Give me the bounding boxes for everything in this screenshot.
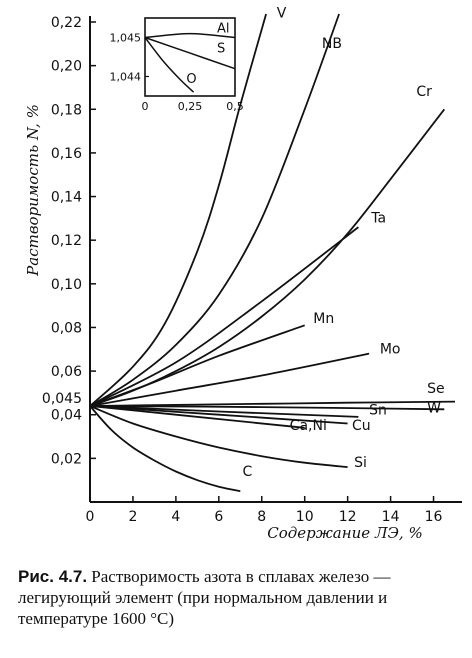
curve-label-v: V bbox=[277, 6, 287, 22]
x-tick-label: 0 bbox=[86, 509, 95, 525]
inset-label-s: S bbox=[217, 41, 225, 56]
curve-label-c: C bbox=[242, 464, 252, 480]
curve-se bbox=[89, 400, 456, 407]
curves bbox=[89, 13, 456, 492]
x-tick-label: 4 bbox=[171, 509, 180, 525]
x-axis-title: Содержание ЛЭ, % bbox=[267, 524, 422, 542]
inset-x-tick-label: 0 bbox=[142, 100, 149, 113]
curve-cu bbox=[89, 405, 348, 425]
curve-label-cr: Cr bbox=[416, 84, 432, 100]
y-tick-label: 0,16 bbox=[51, 146, 82, 162]
inset-x-tick-label: 0,25 bbox=[178, 100, 203, 113]
y-ticks: 0,02 0,04 0,06 0,08 0,10 0,12 0,14 0,16 0,18 0,20… bbox=[42, 15, 96, 467]
x-tick-label: 10 bbox=[296, 509, 314, 525]
y-tick-label: 0,04 bbox=[51, 408, 82, 424]
inset-curves bbox=[144, 32, 236, 93]
x-ticks: 0 2 4 6 8 10 12 14 16 bbox=[86, 496, 443, 525]
curve-label-ca-ni: Ca,Ni bbox=[290, 418, 327, 434]
curve-label-sn: Sn bbox=[369, 403, 387, 419]
inset-label-o: O bbox=[186, 72, 196, 87]
inset-ticks: 0 0,25 0,5 1,044 1,045 bbox=[110, 32, 244, 114]
curve-nb bbox=[89, 13, 340, 407]
x-tick-label: 2 bbox=[128, 509, 137, 525]
y-axis-title: Растворимость N, % bbox=[24, 104, 42, 277]
y-tick-label: 0,14 bbox=[51, 190, 82, 206]
inset-curve-o bbox=[144, 37, 195, 93]
chart-figure: 0,02 0,04 0,06 0,08 0,10 0,12 0,14 0,16 0,18 0,20… bbox=[24, 6, 462, 542]
curve-mo bbox=[89, 352, 370, 407]
inset-x-tick-label: 0,5 bbox=[226, 100, 244, 113]
curve-w bbox=[89, 405, 445, 411]
inset-labels: Al S O bbox=[186, 21, 229, 87]
y-tick-label: 0,20 bbox=[51, 59, 82, 75]
curve-v bbox=[89, 13, 267, 407]
curve-ca-ni bbox=[89, 405, 305, 429]
curve-label-w: W bbox=[427, 401, 441, 417]
x-tick-label: 6 bbox=[214, 509, 223, 525]
curve-label-mo: Mo bbox=[380, 342, 401, 358]
curve-ta bbox=[89, 226, 359, 407]
inset-chart: 0 0,25 0,5 1,044 1,045 Al S O bbox=[110, 17, 244, 114]
curve-cr bbox=[89, 108, 446, 407]
inset-curve-al bbox=[144, 32, 236, 39]
inset-curve-s bbox=[144, 36, 236, 70]
curve-label-se: Se bbox=[427, 381, 445, 397]
inset-label-al: Al bbox=[217, 21, 230, 36]
y-tick-label: 0,06 bbox=[51, 364, 82, 380]
x-tick-label: 16 bbox=[425, 509, 443, 525]
y-tick-label: 0,18 bbox=[51, 102, 82, 118]
y-tick-label: 0,10 bbox=[51, 277, 82, 293]
y-tick-label: 0,22 bbox=[51, 15, 82, 31]
curve-label-si: Si bbox=[354, 455, 367, 471]
caption-number: Рис. 4.7. bbox=[18, 567, 88, 586]
curve-mn bbox=[89, 324, 306, 407]
curve-label-cu: Cu bbox=[352, 418, 371, 434]
curve-label-nb: NB bbox=[322, 36, 342, 52]
x-tick-label: 12 bbox=[339, 509, 357, 525]
inset-y-tick-label: 1,044 bbox=[110, 71, 142, 84]
y-tick-label: 0,02 bbox=[51, 451, 82, 467]
inset-y-tick-label: 1,045 bbox=[110, 32, 142, 45]
figure-caption: Рис. 4.7. Растворимость азота в сплавах … bbox=[18, 566, 458, 629]
x-tick-label: 14 bbox=[382, 509, 400, 525]
curve-si bbox=[89, 405, 348, 468]
y-tick-label-extra: 0,045 bbox=[42, 391, 82, 407]
y-tick-label: 0,08 bbox=[51, 320, 82, 336]
curve-c bbox=[89, 405, 241, 492]
caption-text: Растворимость азота в сплавах железо — л… bbox=[18, 567, 391, 628]
y-tick-label: 0,12 bbox=[51, 233, 82, 249]
curve-label-mn: Mn bbox=[313, 311, 334, 327]
x-tick-label: 8 bbox=[257, 509, 266, 525]
curve-label-ta: Ta bbox=[370, 211, 386, 227]
